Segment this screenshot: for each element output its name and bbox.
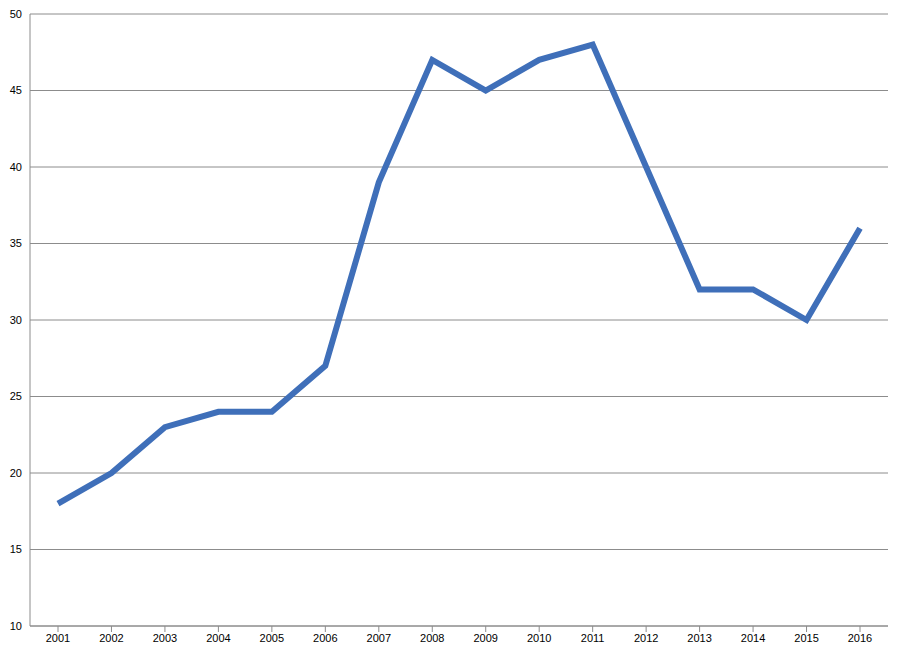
svg-text:2004: 2004	[206, 632, 230, 644]
svg-text:2003: 2003	[153, 632, 177, 644]
svg-text:2011: 2011	[581, 632, 605, 644]
svg-text:30: 30	[10, 314, 22, 326]
svg-text:2016: 2016	[848, 632, 872, 644]
svg-text:2001: 2001	[46, 632, 70, 644]
svg-text:2005: 2005	[260, 632, 284, 644]
svg-text:10: 10	[10, 620, 22, 632]
svg-text:2015: 2015	[794, 632, 818, 644]
svg-text:2012: 2012	[634, 632, 658, 644]
svg-text:2008: 2008	[420, 632, 444, 644]
svg-text:15: 15	[10, 543, 22, 555]
svg-text:50: 50	[10, 8, 22, 20]
svg-text:2013: 2013	[687, 632, 711, 644]
svg-text:2014: 2014	[741, 632, 765, 644]
svg-text:25: 25	[10, 390, 22, 402]
svg-text:2009: 2009	[473, 632, 497, 644]
svg-text:2006: 2006	[313, 632, 337, 644]
svg-text:45: 45	[10, 84, 22, 96]
svg-text:2007: 2007	[367, 632, 391, 644]
svg-text:40: 40	[10, 161, 22, 173]
svg-text:20: 20	[10, 467, 22, 479]
svg-text:35: 35	[10, 237, 22, 249]
svg-text:2002: 2002	[99, 632, 123, 644]
svg-text:2010: 2010	[527, 632, 551, 644]
